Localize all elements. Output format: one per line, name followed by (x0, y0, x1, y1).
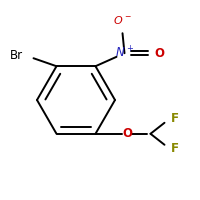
Text: O: O (155, 47, 165, 60)
Text: F: F (170, 112, 179, 125)
Text: F: F (170, 142, 179, 155)
Text: $N^+$: $N^+$ (115, 46, 134, 61)
Text: $O^-$: $O^-$ (113, 14, 132, 26)
Text: Br: Br (9, 49, 23, 62)
Text: O: O (122, 127, 132, 140)
